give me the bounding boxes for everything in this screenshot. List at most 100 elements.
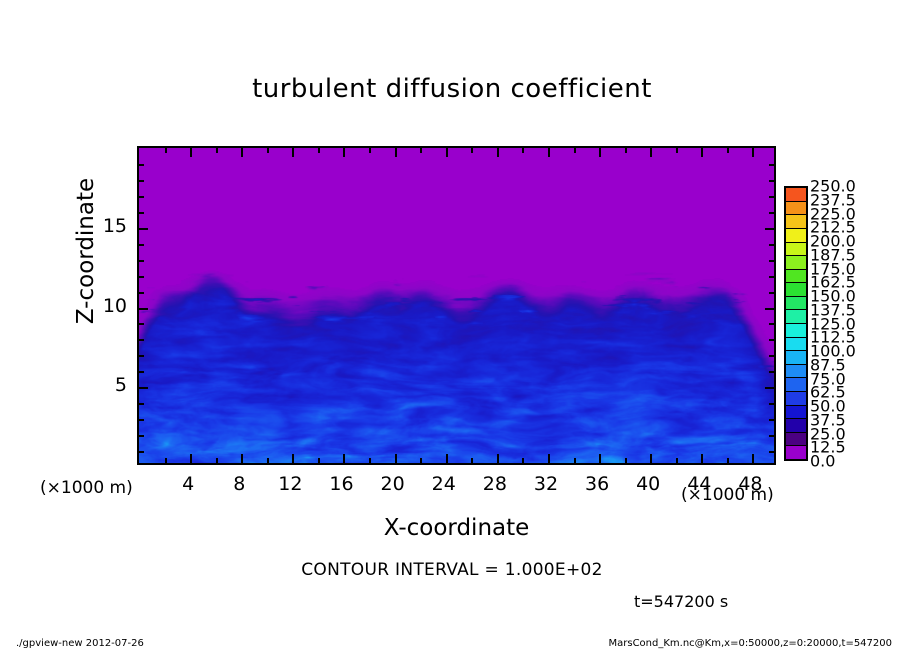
x-axis-tick	[547, 454, 550, 463]
x-axis-tick	[420, 458, 423, 463]
colorbar-cell	[786, 296, 806, 311]
y-axis-tick-right	[769, 243, 774, 246]
colorbar-tick-label: 75.0	[810, 369, 846, 388]
colorbar-tick-label: 125.0	[810, 314, 856, 333]
x-axis-tick-label: 12	[278, 473, 303, 495]
x-axis-tick	[701, 454, 704, 463]
y-axis-tick-right	[769, 179, 774, 182]
colorbar-tick-label: 225.0	[810, 204, 856, 223]
x-axis-tick	[624, 458, 627, 463]
colorbar-cell	[786, 228, 806, 243]
y-axis-tick-right	[769, 355, 774, 358]
colorbar-cell	[786, 242, 806, 257]
colorbar-cell	[786, 283, 806, 297]
x-axis-tick	[369, 458, 372, 463]
y-axis-tick-right	[769, 403, 774, 406]
colorbar-cell	[786, 310, 806, 325]
x-axis-tick-top	[215, 148, 218, 153]
x-axis-tick-top	[343, 148, 346, 157]
colorbar-cell	[786, 215, 806, 229]
x-axis-tick	[292, 454, 295, 463]
x-axis-tick	[266, 458, 269, 463]
colorbar-cell	[786, 392, 806, 406]
colorbar-cell	[786, 446, 806, 459]
x-axis-tick	[394, 454, 397, 463]
x-axis-tick-label: 36	[584, 473, 610, 495]
x-axis-tick-label: 40	[636, 473, 661, 495]
x-axis-tick-top	[266, 148, 269, 153]
y-axis-tick	[139, 243, 144, 246]
x-axis-tick-top	[292, 148, 295, 157]
y-axis-tick-right	[769, 451, 774, 454]
y-axis-tick	[139, 371, 144, 374]
footer-command-label: ./gpview-new 2012-07-26	[16, 638, 144, 649]
y-axis-tick-right	[769, 371, 774, 374]
y-axis-tick-right	[769, 435, 774, 438]
colorbar	[784, 186, 808, 461]
colorbar-tick-label: 12.5	[810, 437, 846, 457]
x-axis-tick-label: 24	[431, 473, 456, 495]
colorbar-cell	[786, 188, 806, 202]
y-axis-tick	[139, 275, 144, 278]
colorbar-tick-label: 112.5	[810, 327, 856, 347]
y-axis-unit-label: (×1000 m)	[40, 478, 133, 498]
x-axis-tick-top	[369, 148, 372, 153]
y-axis-tick	[139, 323, 144, 326]
colorbar-cell	[786, 351, 806, 365]
time-label: t=547200 s	[634, 592, 729, 611]
colorbar-cell	[786, 201, 806, 216]
x-axis-tick-top	[624, 148, 627, 153]
colorbar-tick-label: 50.0	[810, 396, 846, 416]
x-axis-tick-top	[752, 148, 755, 157]
footer-source-label: MarsCond_Km.nc@Km,x=0:50000,z=0:20000,t=…	[608, 638, 893, 649]
y-axis-tick	[139, 355, 144, 358]
x-axis-tick	[599, 454, 602, 463]
y-axis-tick	[139, 195, 144, 198]
colorbar-tick-label: 150.0	[810, 286, 856, 306]
field-heatmap	[139, 148, 774, 463]
x-axis-tick-top	[496, 148, 499, 157]
x-axis-tick-label: 48	[738, 473, 763, 495]
x-axis-tick-top	[650, 148, 653, 157]
x-axis-tick-label: 8	[233, 473, 246, 495]
colorbar-tick-label: 62.5	[810, 382, 846, 402]
colorbar-tick-label: 175.0	[810, 259, 856, 278]
colorbar-tick-label: 0.0	[810, 451, 836, 471]
y-axis-tick-right	[765, 387, 774, 390]
x-axis-tick-top	[420, 148, 423, 153]
x-axis-tick-label: 20	[380, 473, 405, 495]
y-axis-tick	[139, 435, 144, 438]
y-axis-tick-right	[769, 211, 774, 214]
x-axis-tick	[445, 454, 448, 463]
x-axis-tick	[726, 458, 729, 463]
colorbar-tick-label: 212.5	[810, 217, 856, 237]
y-axis-tick	[139, 451, 144, 454]
x-axis-tick	[317, 458, 320, 463]
y-axis-tick	[139, 339, 144, 342]
colorbar-tick-label: 187.5	[810, 245, 856, 265]
colorbar-cell	[786, 269, 806, 284]
x-axis-unit-label: (×1000 m)	[681, 485, 774, 505]
colorbar-tick-label: 87.5	[810, 355, 846, 375]
colorbar-cell	[786, 405, 806, 420]
y-axis-tick-right	[769, 259, 774, 262]
y-axis-tick	[139, 291, 144, 294]
colorbar-tick-label: 200.0	[810, 231, 856, 251]
x-axis-tick	[650, 454, 653, 463]
y-axis-tick-right	[769, 275, 774, 278]
x-axis-title: X-coordinate	[383, 515, 530, 541]
colorbar-tick-label: 137.5	[810, 300, 856, 320]
x-axis-tick	[675, 458, 678, 463]
x-axis-tick-top	[701, 148, 704, 157]
x-axis-tick	[190, 454, 193, 463]
x-axis-tick-top	[317, 148, 320, 153]
x-axis-tick-top	[547, 148, 550, 157]
x-axis-tick	[215, 458, 218, 463]
x-axis-tick	[522, 458, 525, 463]
y-axis-tick-right	[769, 339, 774, 342]
y-axis-tick-right	[769, 291, 774, 294]
x-axis-tick-top	[599, 148, 602, 157]
plot-area	[137, 146, 776, 465]
x-axis-tick	[343, 454, 346, 463]
y-axis-tick-right	[769, 323, 774, 326]
